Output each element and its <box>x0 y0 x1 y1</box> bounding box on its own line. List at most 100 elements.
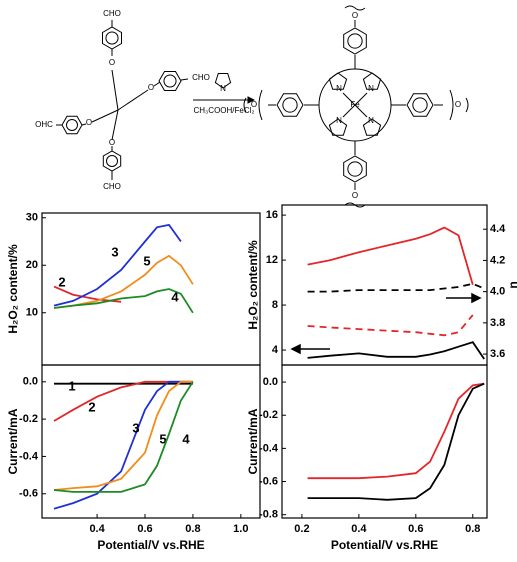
y-tick-label: 30 <box>26 212 38 224</box>
linker-o: O <box>251 100 257 109</box>
series-line <box>53 380 193 510</box>
pyrrole-ring <box>362 118 382 136</box>
series-line <box>53 381 194 493</box>
chart-panel: 0.0 -0.2 -0.4 -0.6 -0.8 0.2 0.4 0.6 0.8 Current/m… <box>246 364 488 552</box>
benzene-ring <box>61 115 83 135</box>
y-tick-label: 8 <box>272 299 278 311</box>
y-axis-title: Current/mA <box>6 408 20 474</box>
bond <box>111 69 119 111</box>
x-tick-label: 0.2 <box>294 523 309 535</box>
x-tick-label: 1.0 <box>233 523 248 535</box>
bond <box>153 81 161 87</box>
pyrrole-ring <box>214 73 232 89</box>
y2-tick-label: 4.2 <box>490 254 505 266</box>
bond <box>111 109 119 141</box>
series-label: 5 <box>159 431 166 446</box>
y-tick-label: -0.6 <box>259 475 278 487</box>
series-label: 3 <box>111 244 118 259</box>
y2-tick-label: 3.8 <box>490 317 505 329</box>
y2-tick-label: 4.4 <box>490 223 506 235</box>
x-axis-title: Potential/V vs.RHE <box>331 538 438 552</box>
benzene-ring <box>343 27 367 55</box>
x-tick-label: 0.8 <box>185 523 200 535</box>
series-line <box>53 380 193 491</box>
benzene-ring <box>276 93 304 117</box>
conditions: CH₃COOH/FeCl₂ <box>193 106 254 115</box>
series-label: 5 <box>143 253 150 268</box>
y2-tick-label: 4.0 <box>490 286 505 298</box>
x-tick-label: 0.6 <box>408 523 423 535</box>
bond <box>117 89 149 111</box>
arrow-head <box>247 96 256 104</box>
plot-frame <box>41 212 261 366</box>
series-line <box>307 341 485 360</box>
linker-o: O <box>352 11 358 20</box>
series-line <box>307 314 474 337</box>
bond <box>342 104 356 118</box>
ether-label: O <box>86 118 92 127</box>
pyrrole-ring <box>328 118 348 136</box>
y-axis-title: H₂O₂ content/% <box>246 240 260 330</box>
y2-axis-title: n <box>506 281 517 288</box>
porphyrin-n: N <box>336 84 342 93</box>
series-line <box>53 223 182 307</box>
benzene-ring <box>343 155 367 183</box>
aromatic-ring <box>163 74 177 88</box>
series-label: 3 <box>132 420 139 435</box>
axis-arrows <box>290 292 482 355</box>
series-line <box>307 382 485 501</box>
aromatic-ring <box>412 97 428 113</box>
y-tick-label: -0.2 <box>19 413 38 425</box>
plot-frame <box>281 204 488 366</box>
porphyrin-n: N <box>368 116 374 125</box>
pyrrole-ring <box>328 72 348 90</box>
y-tick-label: -0.8 <box>259 509 278 521</box>
chart-panel: 0.0 -0.2 -0.4 -0.6 0.4 0.6 0.8 1.0 Current/mA Pot… <box>6 364 261 552</box>
aromatic-ring <box>347 161 363 177</box>
series-label: 4 <box>171 289 179 304</box>
plot-frame <box>281 364 488 519</box>
benzene-ring <box>102 150 122 172</box>
y-tick-label: 16 <box>266 209 278 221</box>
series-line <box>53 288 194 314</box>
x-tick-label: 0.6 <box>137 523 152 535</box>
bracket <box>258 89 454 121</box>
aldehyde-label: CHO <box>103 182 121 191</box>
x-axis-title: Potential/V vs.RHE <box>97 538 204 552</box>
linker-o: O <box>352 191 358 200</box>
y-tick-label: -0.4 <box>19 450 39 462</box>
porphyrin-n: N <box>368 84 374 93</box>
benzene-ring <box>102 26 122 50</box>
linker-o: O <box>455 100 461 109</box>
y2-tick-label: 3.6 <box>490 348 505 360</box>
pyrrole-label: N <box>220 84 226 93</box>
metal-label: Fe <box>350 100 360 109</box>
y-tick-label: 4 <box>272 344 279 356</box>
bond <box>342 92 356 106</box>
benzene-ring <box>158 71 182 91</box>
y-tick-label: 12 <box>266 254 278 266</box>
aromatic-ring <box>347 33 363 49</box>
y-axis-title: Current/mA <box>246 408 260 474</box>
aldehyde-label: CHO <box>192 73 210 82</box>
y-axis-title: H₂O₂ content/% <box>6 244 20 334</box>
series-line <box>307 382 485 480</box>
ether-label: O <box>148 83 154 92</box>
aromatic-ring <box>66 119 78 131</box>
y-tick-label: 10 <box>26 307 38 319</box>
bond <box>91 109 119 123</box>
series-label: 1 <box>68 378 75 393</box>
aromatic-ring <box>105 31 119 45</box>
ether-label: O <box>109 138 115 147</box>
series-label: 4 <box>182 431 190 446</box>
aldehyde-label: CHO <box>103 9 121 18</box>
chart-panel: 10 20 30 H₂O₂ content/% 2 3 5 4 <box>6 212 261 366</box>
bond <box>180 78 189 81</box>
x-tick-label: 0.8 <box>465 523 480 535</box>
plot-frame <box>41 364 261 519</box>
arrow-head <box>290 343 301 355</box>
chart-panel: 4 8 12 16 3.6 3.8 4.0 4.2 4.4 H₂O₂ content/% n <box>246 204 517 366</box>
pyrrole-ring <box>362 72 382 90</box>
ether-label: O <box>109 58 115 67</box>
